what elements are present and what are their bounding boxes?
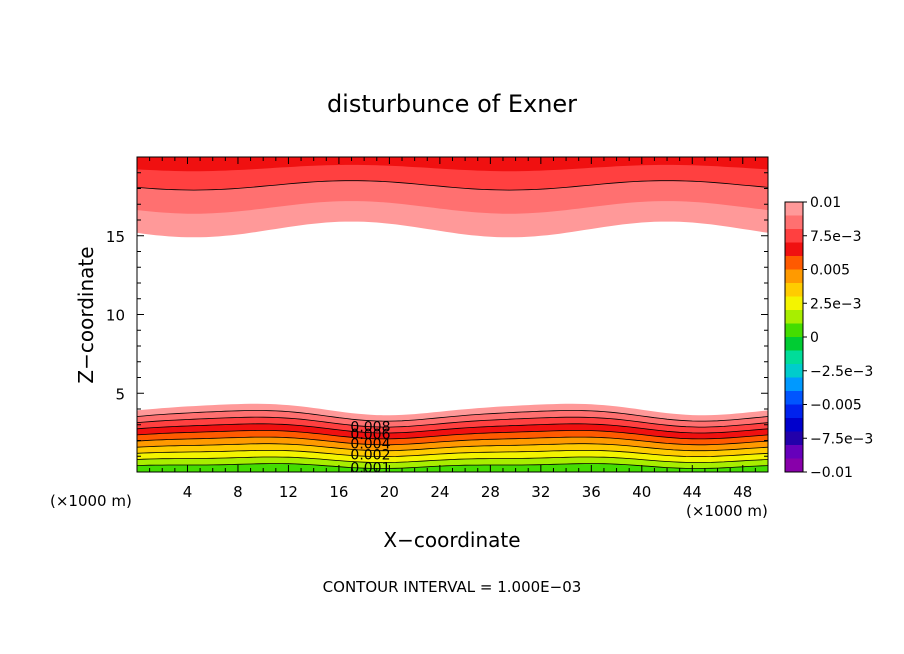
x-tick-label: 4 (183, 483, 193, 501)
colorbar-swatch (785, 445, 803, 459)
contour-interval-note: CONTOUR INTERVAL = 1.000E−03 (323, 578, 582, 596)
x-axis: 4 8 12 16 20 24 28 32 36 40 44 48 (149, 157, 756, 501)
colorbar-ticks: 0.01 7.5e−3 0.005 2.5e−3 0 −2.5e−3 −0.005 −7.5e… (803, 195, 873, 481)
x-axis-label: X−coordinate (383, 528, 520, 552)
contour-label: 0.001 (350, 460, 390, 476)
y-tick-label: 5 (115, 385, 125, 403)
colorbar-tick-label: −2.5e−3 (810, 364, 873, 380)
x-tick-label: 24 (430, 483, 449, 501)
contour-band-bottom (137, 463, 768, 472)
x-tick-label: 40 (632, 483, 651, 501)
colorbar-swatch (785, 350, 803, 365)
x-tick-label: 48 (733, 483, 752, 501)
contour-line (136, 443, 769, 452)
colorbar-swatch (785, 256, 803, 270)
x-tick-label: 28 (481, 483, 500, 501)
contour-label: 0.006 (350, 427, 390, 443)
contour-band-top (137, 157, 768, 172)
x-tick-label: 8 (233, 483, 243, 501)
x-tick-label: 16 (329, 483, 348, 501)
colorbar-swatch (785, 269, 803, 284)
x-tick-label: 20 (380, 483, 399, 501)
colorbar-swatch (785, 323, 803, 338)
contour-label: 0.002 (350, 448, 390, 464)
colorbar-swatch (785, 337, 803, 351)
x-tick-label: 12 (279, 483, 298, 501)
contour-line (136, 463, 769, 469)
contour-fill (137, 157, 768, 472)
contour-line (136, 423, 769, 434)
colorbar-swatch (785, 418, 803, 432)
contour-line (136, 410, 769, 422)
contour-label: 0.008 (350, 419, 390, 435)
colorbar-tick-label: 0.01 (810, 195, 841, 211)
colorbar-swatch (785, 296, 803, 311)
colorbar-swatch (785, 202, 803, 216)
contour-line (136, 430, 769, 440)
colorbar-swatch (785, 242, 803, 257)
colorbar-swatch (785, 310, 803, 324)
x-tick-label: 32 (531, 483, 550, 501)
colorbar-tick-label: 7.5e−3 (810, 229, 862, 245)
y-axis: 5 10 15 (106, 172, 768, 457)
colorbar-tick-label: −7.5e−3 (810, 431, 873, 447)
y-tick-label: 15 (106, 228, 125, 246)
x-tick-label: 36 (582, 483, 601, 501)
colorbar-tick-label: 2.5e−3 (810, 296, 862, 312)
colorbar-tick-label: 0 (810, 330, 819, 346)
colorbar-swatch (785, 458, 803, 473)
contour-lines (136, 180, 769, 469)
colorbar-swatch (785, 431, 803, 446)
chart-title: disturbunce of Exner (327, 90, 577, 118)
colorbar-tick-label: −0.01 (810, 465, 853, 481)
colorbar-tick-label: 0.005 (810, 263, 850, 279)
x-unit-right: (×1000 m) (686, 502, 768, 520)
colorbar-swatch (785, 391, 803, 405)
colorbar-swatch (785, 215, 803, 230)
colorbar-swatch (785, 404, 803, 419)
contour-line (136, 416, 769, 428)
colorbar-swatch (785, 229, 803, 243)
colorbar-swatch (785, 377, 803, 392)
contour-line (136, 180, 769, 191)
contour-label: 0.004 (350, 437, 390, 453)
colorbar-swatch (785, 364, 803, 378)
contour-line (136, 436, 769, 446)
x-unit-left: (×1000 m) (50, 492, 132, 510)
contour-line (136, 456, 769, 464)
colorbar-tick-label: −0.005 (810, 398, 862, 414)
x-tick-label: 44 (683, 483, 702, 501)
colorbar (784, 201, 804, 473)
contour-line (136, 450, 769, 457)
colorbar-swatch (785, 283, 803, 297)
y-axis-label: Z−coordinate (74, 246, 98, 383)
y-tick-label: 10 (106, 307, 125, 325)
